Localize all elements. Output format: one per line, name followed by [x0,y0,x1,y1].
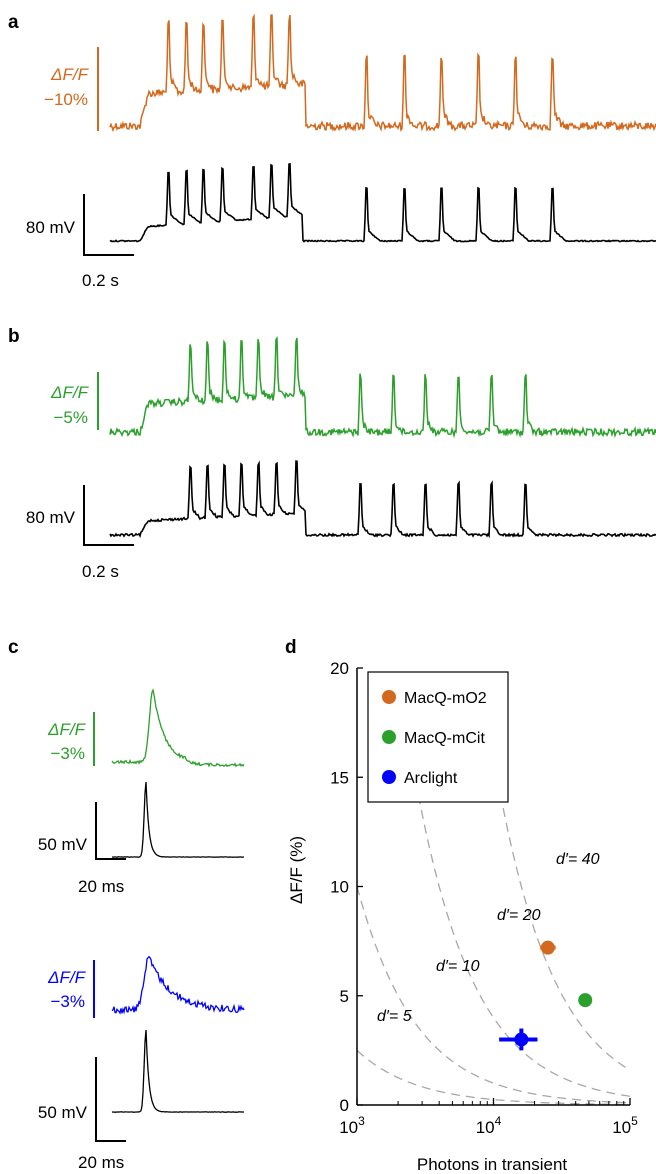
panel-b-scale-bars [83,485,134,546]
panel-a-scale-bars [83,194,134,256]
legend-marker [382,770,396,784]
y-tick-label: 15 [330,768,349,787]
panel-c-top-voltage-trace [111,781,245,858]
iso-dprime-label: d′= 20 [497,907,541,924]
legend-entry: MacQ-mCit [404,730,485,747]
panel-b-dff-label: ΔF/F [50,383,90,402]
y-tick-label: 20 [330,659,349,678]
panel-a-dff-amplitude: −10% [44,90,88,109]
panel-c-bottom-dff-amplitude: −3% [51,992,86,1011]
data-point-macq-mo2 [540,940,555,955]
panel-a-voltage-label: 80 mV [26,218,76,237]
x-axis-label: Photons in transient [417,1155,568,1174]
y-tick-label: 10 [330,878,349,897]
panel-d-label: d [285,637,297,658]
panel-c-label: c [8,637,19,658]
panel-c-bottom-scale-bars [95,1057,126,1142]
panel-a-time-label: 0.2 s [82,271,119,290]
legend: MacQ-mO2 MacQ-mCit Arclight [367,671,509,803]
legend-marker [382,690,396,704]
panel-c-top-scale-bars [95,802,126,860]
y-tick-label: 5 [340,987,349,1006]
y-axis-label: ΔF/F (%) [287,836,306,904]
panel-b-label: b [8,326,20,347]
panel-c-top-optical-trace [111,688,245,768]
x-tick-label: 103 [339,1114,365,1137]
legend-marker [382,730,396,744]
iso-dprime-label: d′= 40 [556,851,600,868]
panel-a-label: a [8,12,19,33]
panel-a-dff-label: ΔF/F [50,65,90,84]
panel-b-optical-trace [109,336,656,439]
panel-b-dff-amplitude: −5% [54,408,89,427]
panel-c-top-voltage-label: 50 mV [38,835,88,854]
panel-c-bottom-voltage-label: 50 mV [38,1103,88,1122]
legend-entry: MacQ-mO2 [404,690,487,707]
data-point-arclight [514,1032,529,1047]
x-tick-label: 105 [612,1114,638,1137]
legend-entry: Arclight [404,770,458,787]
y-tick-label: 0 [340,1096,349,1115]
panel-b-time-label: 0.2 s [82,562,119,581]
panel-a-optical-trace [109,13,656,133]
data-point-macq-mcit [578,993,593,1008]
iso-dprime-label: d′= 10 [436,958,480,975]
panel-c-bottom-optical-trace [111,955,245,1015]
iso-dprime-line [356,1049,631,1106]
panel-a-voltage-trace [109,162,656,243]
iso-dprime-line [480,674,631,1071]
panel-c-top-dff-amplitude: −3% [51,744,86,763]
scatter-chart: d′= 5 d′= 10 d′= 20 d′= 40 0 5 10 15 20 103 104 105… [330,659,638,1137]
x-tick-label: 104 [476,1114,502,1137]
iso-dprime-label: d′= 5 [377,1008,412,1025]
panel-b-voltage-label: 80 mV [26,508,76,527]
panel-b-voltage-trace [109,460,656,539]
panel-c-bottom-time-label: 20 ms [78,1153,124,1172]
iso-dprime-line [356,886,630,1104]
panel-c-bottom-voltage-trace [111,1029,245,1113]
panel-c-top-dff-label: ΔF/F [47,720,87,739]
panel-c-top-time-label: 20 ms [78,877,124,896]
panel-c-bottom-dff-label: ΔF/F [47,968,87,987]
